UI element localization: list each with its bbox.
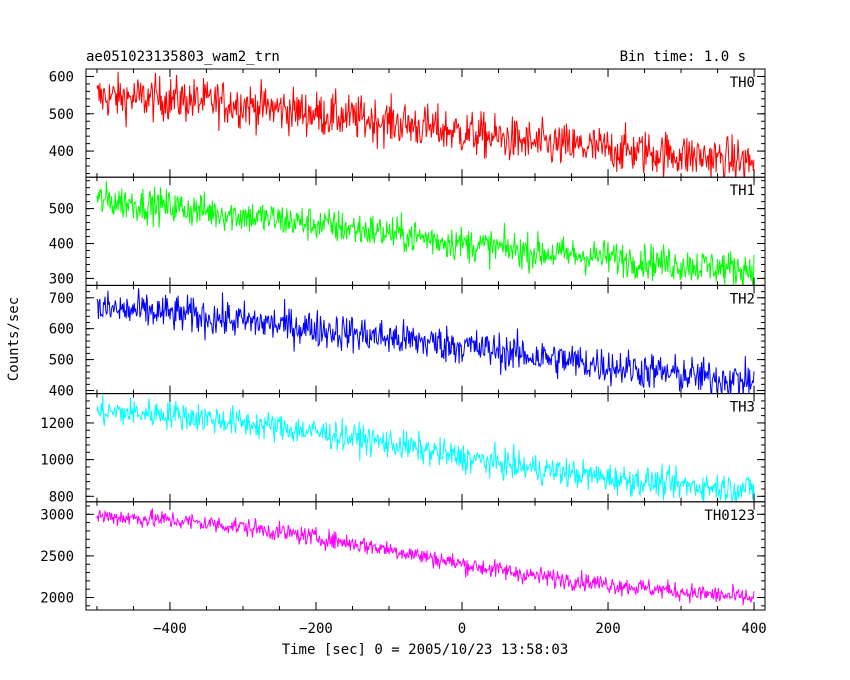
bin-time-label: Bin time: 1.0 s bbox=[620, 49, 746, 65]
y-tick-label: 3000 bbox=[40, 507, 74, 523]
y-tick-label: 500 bbox=[49, 202, 74, 218]
series-label: TH3 bbox=[730, 400, 755, 416]
y-tick-label: 400 bbox=[49, 237, 74, 253]
y-axis-label: Counts/sec bbox=[6, 297, 22, 381]
series-line-th3 bbox=[96, 394, 755, 502]
y-tick-label: 800 bbox=[49, 489, 74, 505]
y-tick-label: 1200 bbox=[40, 416, 74, 432]
panel-th3: 800 1000 1200 TH3 bbox=[40, 393, 766, 505]
y-tick-label: 500 bbox=[49, 353, 74, 369]
y-tick-label: 400 bbox=[49, 384, 74, 400]
series-label: TH2 bbox=[730, 291, 755, 307]
y-tick-label: 500 bbox=[49, 107, 74, 123]
y-tick-label: 600 bbox=[49, 322, 74, 338]
chart-title: ae051023135803_wam2_trn bbox=[86, 49, 280, 65]
y-tick-label: 2500 bbox=[40, 549, 74, 565]
y-tick-label: 400 bbox=[49, 144, 74, 160]
x-tick-label: 200 bbox=[595, 621, 620, 637]
panel-frame bbox=[85, 176, 766, 286]
panel-th0: 400 500 600 TH0 bbox=[49, 68, 766, 178]
y-tick-label: 600 bbox=[49, 69, 74, 85]
x-tick-label: 0 bbox=[458, 621, 466, 637]
panel-th0123: 2000 2500 3000 TH0123 bbox=[40, 501, 766, 611]
y-tick-label: 2000 bbox=[40, 591, 74, 607]
panels: 400 500 600 TH0 300 400 500 TH1 400 500 600 700 TH2 8… bbox=[40, 68, 766, 611]
y-tick-label: 1000 bbox=[40, 453, 74, 469]
panel-th1: 300 400 500 TH1 bbox=[49, 176, 766, 287]
x-axis-label: Time [sec] 0 = 2005/10/23 13:58:03 bbox=[282, 642, 569, 658]
panel-th2: 400 500 600 700 TH2 bbox=[49, 284, 766, 400]
x-tick-label: −200 bbox=[299, 621, 333, 637]
series-line-th2 bbox=[96, 288, 755, 394]
series-label: TH0 bbox=[730, 75, 755, 91]
series-label: TH1 bbox=[730, 183, 755, 199]
series-line-th0123 bbox=[96, 508, 755, 606]
x-axis: −400 −200 0 200 400 bbox=[153, 621, 767, 637]
series-label: TH0123 bbox=[704, 508, 755, 524]
x-tick-label: 400 bbox=[741, 621, 766, 637]
series-line-th1 bbox=[96, 181, 755, 286]
y-tick-label: 300 bbox=[49, 271, 74, 287]
x-tick-label: −400 bbox=[153, 621, 187, 637]
series-line-th0 bbox=[96, 71, 755, 178]
y-tick-label: 700 bbox=[49, 291, 74, 307]
